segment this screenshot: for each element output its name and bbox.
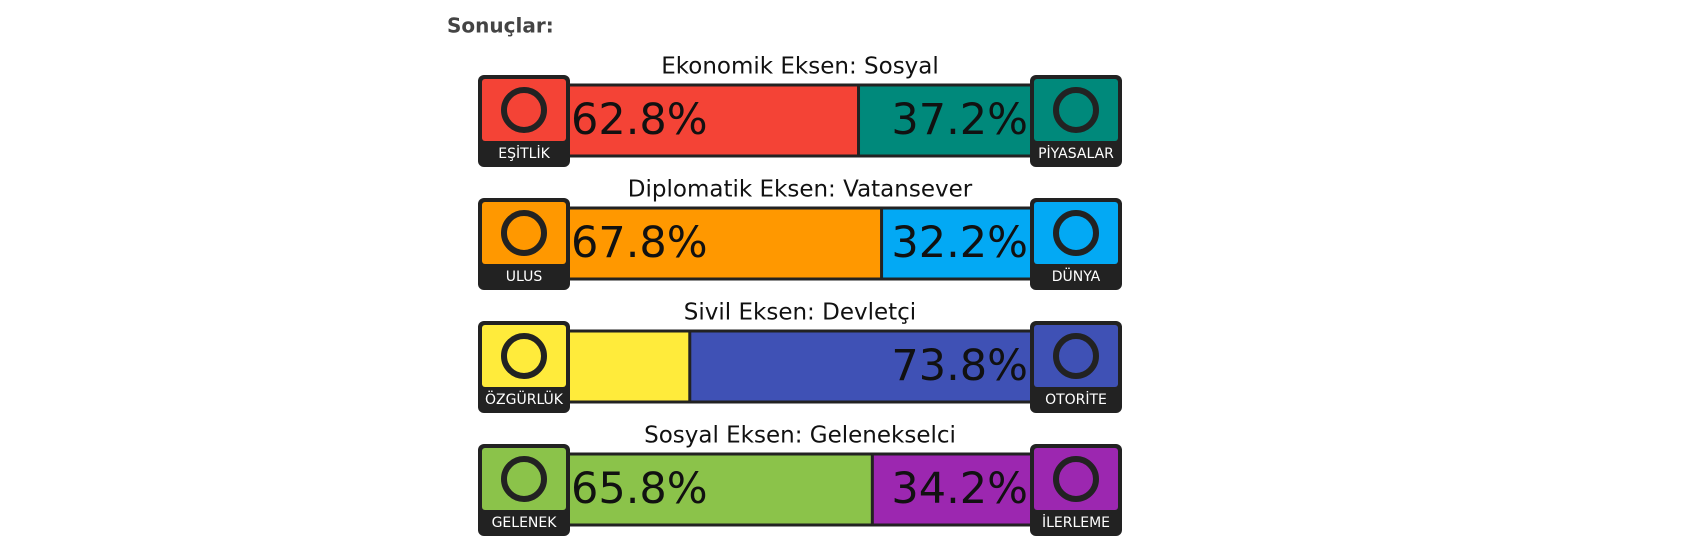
bar-segment — [858, 85, 1030, 156]
axis-title: Ekonomik Eksen: Sosyal — [661, 54, 939, 80]
icon-symbol — [501, 456, 547, 502]
icon-symbol — [1053, 210, 1099, 256]
bar-segment — [872, 454, 1030, 525]
axis-title: Diplomatik Eksen: Vatansever — [628, 177, 973, 203]
heading: Sonuçlar: — [447, 14, 554, 38]
bar-segment — [689, 331, 1030, 402]
bar-segment — [569, 331, 690, 402]
axis-title: Sosyal Eksen: Gelenekselci — [644, 423, 956, 449]
icon-background — [482, 79, 566, 141]
icon-symbol — [501, 333, 547, 379]
icon-background — [1034, 79, 1118, 141]
value-label: 67.8% — [571, 218, 708, 268]
value-label: 37.2% — [891, 95, 1028, 145]
value-label: 34.2% — [891, 464, 1028, 514]
icon-symbol — [501, 210, 547, 256]
bar-segment — [569, 208, 882, 279]
icon-label: EŞİTLİK — [498, 144, 550, 162]
value-label: 73.8% — [891, 341, 1028, 391]
icon-label: PİYASALAR — [1038, 144, 1114, 162]
value-label: 32.2% — [891, 218, 1028, 268]
bar-segment — [569, 85, 859, 156]
icon-label: ÖZGÜRLÜK — [485, 390, 564, 408]
icon-background — [482, 325, 566, 387]
icon-label: DÜNYA — [1052, 267, 1101, 285]
icon-symbol — [1053, 87, 1099, 133]
value-label: 65.8% — [571, 464, 708, 514]
icon-label: İLERLEME — [1042, 513, 1110, 531]
icon-background — [482, 448, 566, 510]
value-label: 62.8% — [571, 95, 708, 145]
icon-symbol — [501, 87, 547, 133]
icon-label: OTORİTE — [1045, 390, 1107, 408]
icon-symbol — [1053, 333, 1099, 379]
icon-background — [1034, 448, 1118, 510]
icon-label: ULUS — [506, 269, 543, 285]
icon-background — [1034, 325, 1118, 387]
icon-background — [1034, 202, 1118, 264]
axis-title: Sivil Eksen: Devletçi — [684, 300, 916, 326]
bar-segment — [569, 454, 873, 525]
icon-symbol — [1053, 456, 1099, 502]
bar-segment — [881, 208, 1030, 279]
icon-background — [482, 202, 566, 264]
icon-label: GELENEK — [492, 515, 558, 531]
